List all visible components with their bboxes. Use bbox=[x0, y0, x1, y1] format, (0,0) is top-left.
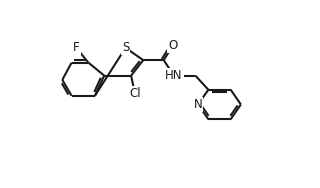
Text: F: F bbox=[73, 41, 80, 54]
Text: HN: HN bbox=[165, 69, 183, 82]
Text: S: S bbox=[122, 41, 129, 54]
Text: N: N bbox=[194, 98, 203, 111]
Text: O: O bbox=[168, 39, 178, 52]
Text: Cl: Cl bbox=[129, 87, 141, 100]
